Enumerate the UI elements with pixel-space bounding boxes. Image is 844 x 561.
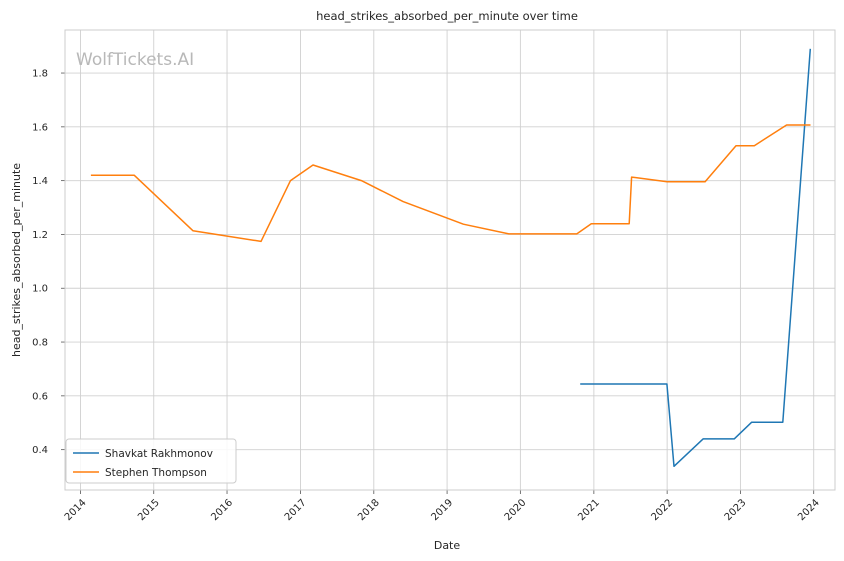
x-axis-label: Date [434, 539, 461, 552]
x-tick-label: 2019 [429, 497, 455, 523]
y-tick-label: 0.4 [32, 445, 48, 456]
y-tick-label: 1.0 [32, 284, 48, 295]
y-tick-label: 1.8 [32, 69, 48, 80]
legend-box [65, 438, 237, 484]
grid [61, 30, 835, 494]
series-line-shavkat-rakhmonov [580, 48, 812, 468]
x-tick-label: 2018 [356, 497, 382, 523]
y-tick-label: 1.4 [32, 176, 48, 187]
x-tick-label: 2024 [796, 497, 822, 523]
x-tick-label: 2022 [649, 497, 675, 523]
y-axis-label: head_strikes_absorbed_per_minute [10, 163, 23, 357]
chart-title: head_strikes_absorbed_per_minute over ti… [316, 9, 578, 23]
y-tick-label: 1.2 [32, 230, 48, 241]
x-tick-label: 2023 [723, 497, 749, 523]
plot-frame [64, 29, 836, 491]
x-tick-labels: 2014 2015 2016 2017 2018 2019 2020 2021 2022 2023… [63, 497, 822, 523]
legend-label-shavkat-rakhmonov: Shavkat Rakhmonov [105, 448, 213, 460]
watermark: WolfTickets.AI [76, 50, 194, 70]
y-tick-label: 0.8 [32, 338, 48, 349]
y-tick-label: 0.6 [32, 391, 48, 402]
x-tick-label: 2014 [63, 497, 89, 523]
series-line-stephen-thompson [90, 124, 811, 243]
legend-label-stephen-thompson: Stephen Thompson [105, 467, 207, 479]
y-tick-labels: 0.4 0.6 0.8 1.0 1.2 1.4 1.6 1.8 [32, 69, 48, 457]
x-tick-label: 2021 [576, 497, 602, 523]
x-tick-label: 2017 [283, 497, 309, 523]
x-tick-label: 2016 [209, 497, 235, 523]
series-lines [90, 48, 812, 468]
legend: Shavkat Rakhmonov Stephen Thompson [65, 438, 237, 484]
y-tick-label: 1.6 [32, 122, 48, 133]
x-tick-label: 2015 [136, 497, 162, 523]
x-tick-label: 2020 [503, 497, 529, 523]
